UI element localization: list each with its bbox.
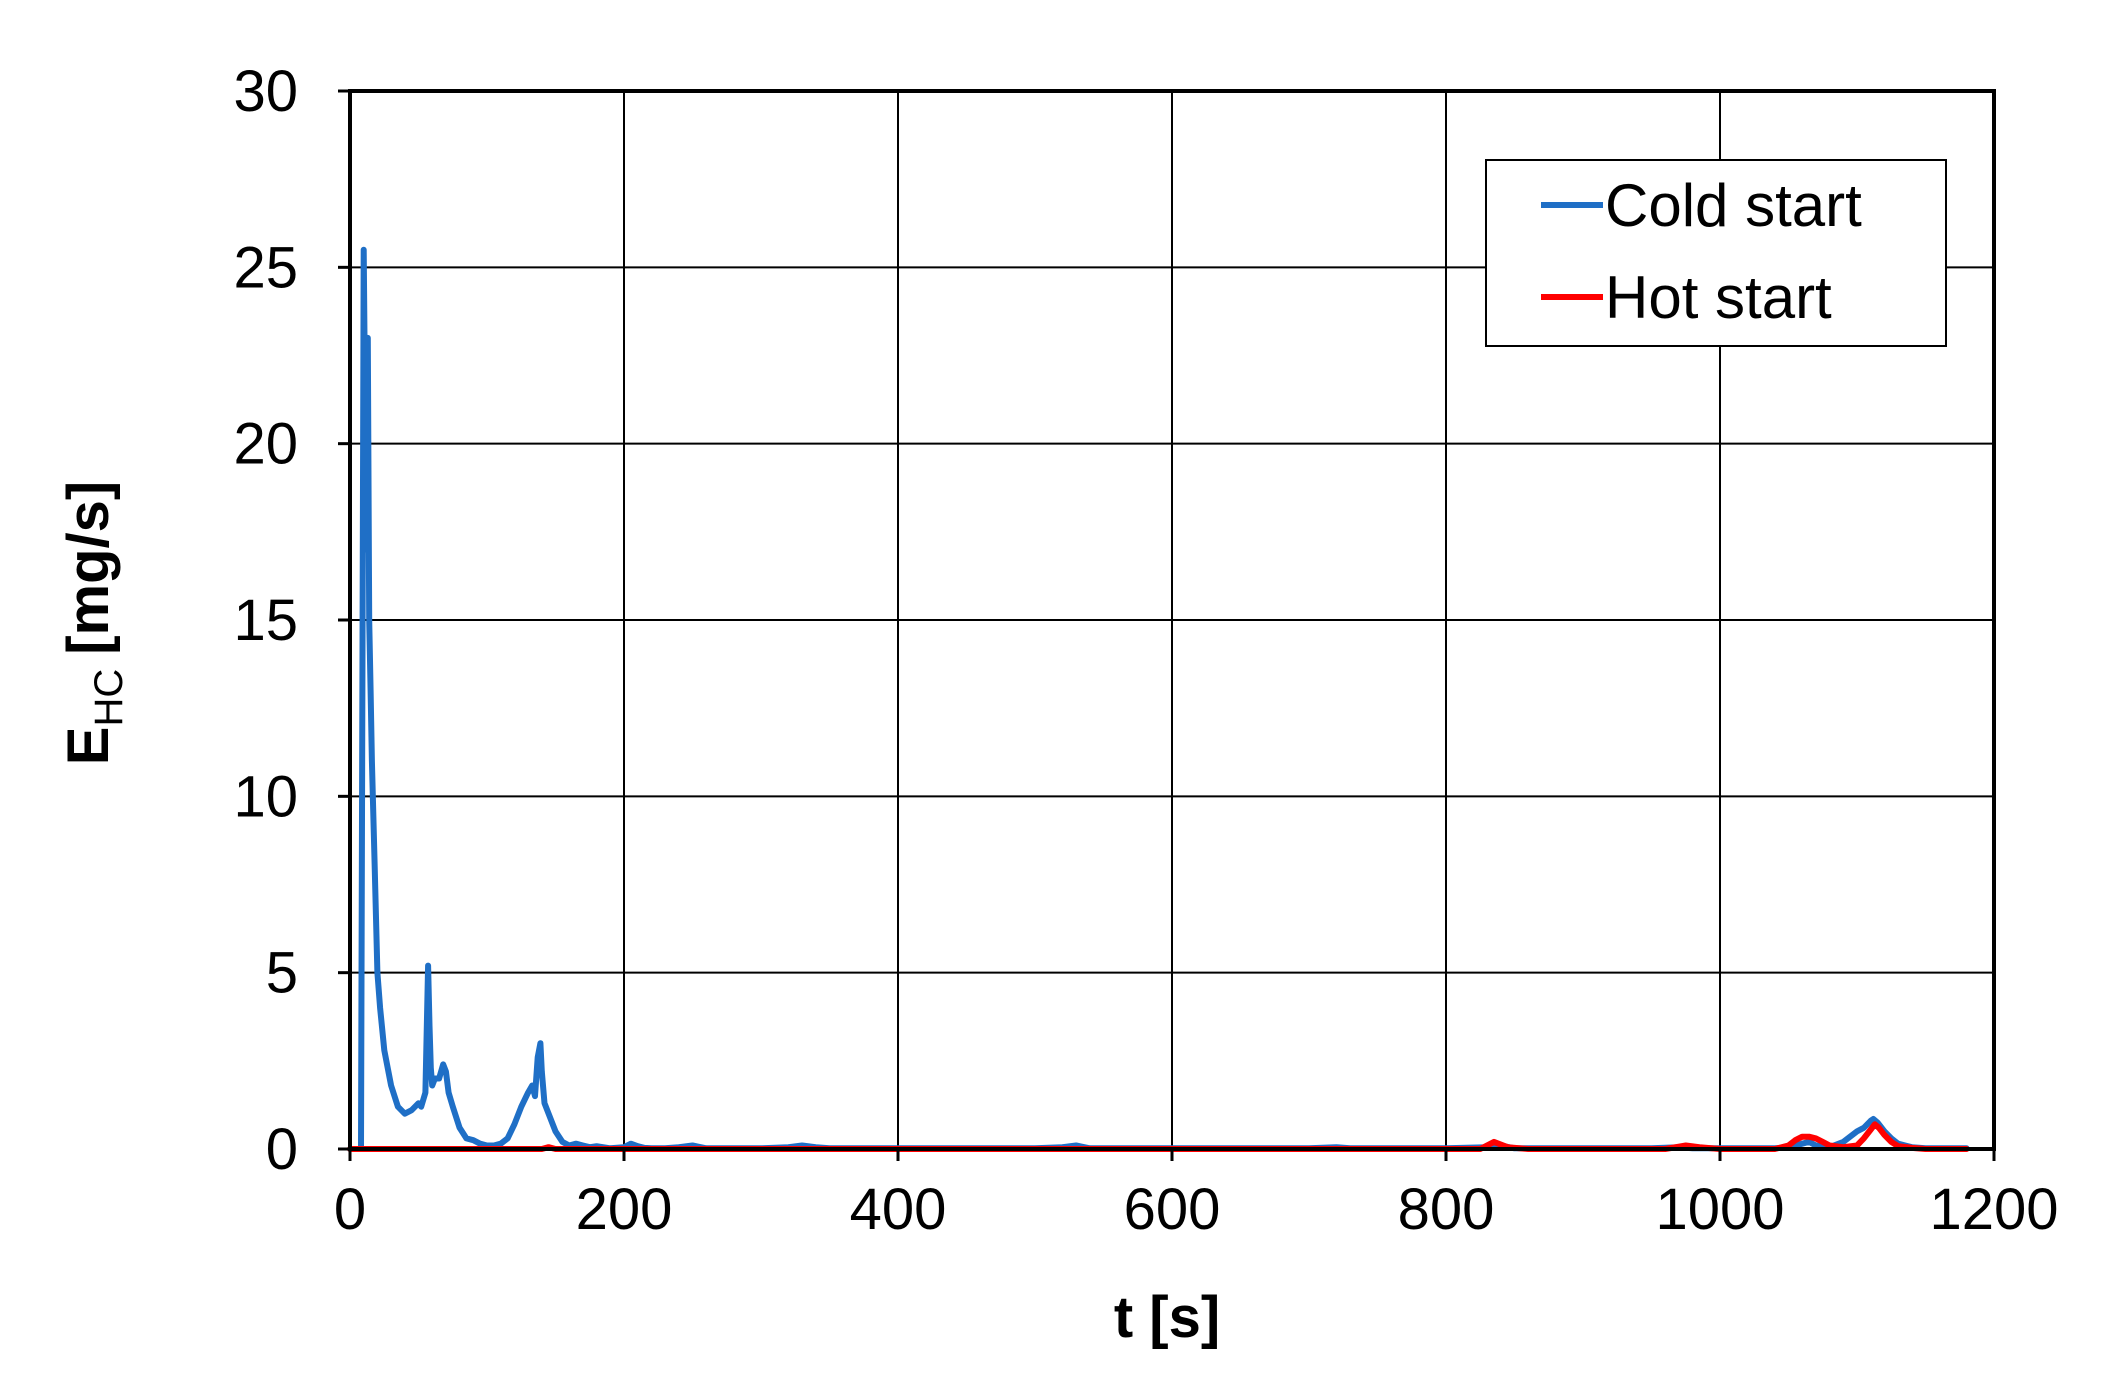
legend-label-hot-start: Hot start [1605, 264, 1832, 331]
x-tick-label: 800 [1398, 1177, 1495, 1242]
x-tick-label: 1200 [1929, 1177, 2058, 1242]
legend-box [1485, 159, 1947, 347]
x-tick-label: 400 [850, 1177, 947, 1242]
y-tick-label: 15 [233, 588, 298, 653]
axis-ticks [338, 89, 1996, 1161]
legend-label-cold-start: Cold start [1605, 172, 1862, 239]
x-tick-label: 1000 [1655, 1177, 1784, 1242]
x-tick-label: 0 [334, 1177, 366, 1242]
y-tick-label: 30 [233, 59, 298, 124]
x-tick-label: 600 [1124, 1177, 1221, 1242]
y-tick-label: 10 [233, 764, 298, 829]
y-tick-label: 20 [233, 412, 298, 477]
y-axis-title-text: EHC [mg/s] [56, 481, 131, 765]
y-tick-label: 25 [233, 235, 298, 300]
y-axis-title-unit: [mg/s] [56, 481, 121, 655]
x-axis-title: t [s] [1114, 1285, 1220, 1350]
y-tick-label: 5 [266, 941, 298, 1006]
y-tick-labels: 0 5 10 15 20 25 30 [233, 59, 298, 1182]
x-tick-label: 200 [576, 1177, 673, 1242]
y-axis-title-subscript: HC [87, 669, 131, 727]
y-axis-title-main: E [56, 727, 121, 766]
y-tick-label: 0 [266, 1117, 298, 1182]
legend: Cold start Hot start [1485, 159, 1947, 347]
y-axis-title: EHC [mg/s] [56, 481, 131, 765]
x-tick-labels: 0 200 400 600 800 1000 1200 [334, 1177, 2059, 1242]
